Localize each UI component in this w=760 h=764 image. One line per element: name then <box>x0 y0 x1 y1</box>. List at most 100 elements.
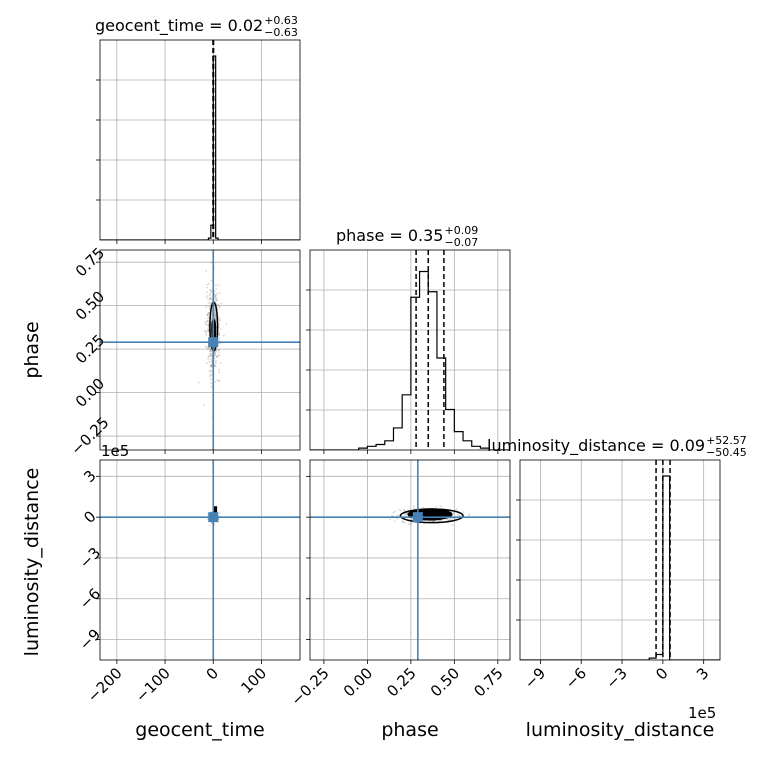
scatter-point <box>217 354 220 356</box>
scatter-point <box>210 361 213 363</box>
scatter-point <box>403 509 406 512</box>
scatter-point <box>209 354 212 357</box>
scatter-point <box>207 356 210 358</box>
scatter-point <box>218 368 220 371</box>
scatter-point <box>210 370 213 372</box>
scatter-point <box>209 348 212 351</box>
injection-marker <box>208 512 219 523</box>
scatter-point <box>206 346 208 349</box>
scatter-point <box>402 521 404 524</box>
scatter-point <box>393 520 396 523</box>
panel-phase-vs-geocent_time <box>100 250 300 450</box>
scatter-point <box>207 357 210 360</box>
scatter-point <box>206 320 209 323</box>
scatter-point <box>219 319 222 322</box>
scatter-point <box>205 295 208 297</box>
scatter-point <box>218 512 221 515</box>
scatter-point <box>210 385 213 388</box>
scatter-point <box>217 349 220 351</box>
y-tick-label: 0.25 <box>72 331 108 367</box>
title-main: luminosity_distance = 0.09 <box>487 436 705 456</box>
y-axis-label-luminosity_distance: luminosity_distance <box>21 468 43 657</box>
scatter-point <box>207 282 210 285</box>
scatter-point <box>211 363 213 366</box>
scatter-point <box>209 371 212 373</box>
scatter-point <box>207 301 210 304</box>
panel-frame <box>309 249 511 451</box>
histogram-step-luminosity_distance <box>520 475 720 660</box>
scatter-point <box>209 354 212 357</box>
scatter-point <box>218 371 221 373</box>
scatter-point <box>455 508 458 511</box>
y-axis-label-phase: phase <box>21 321 43 378</box>
scatter-point <box>214 298 217 300</box>
scatter-point <box>447 519 449 521</box>
y-offset-label: 1e5 <box>101 442 129 460</box>
scatter-point <box>206 297 209 300</box>
scatter-point <box>208 298 211 301</box>
scatter-point <box>209 349 212 352</box>
scatter-point <box>401 520 404 523</box>
scatter-point <box>210 279 213 282</box>
scatter-point <box>225 322 228 325</box>
scatter-point <box>462 511 465 514</box>
panel-title-geocent_time: geocent_time = 0.02 +0.63−0.63 <box>95 14 298 39</box>
scatter-point <box>205 362 208 365</box>
scatter-point <box>214 300 217 303</box>
scatter-point <box>410 518 413 521</box>
scatter-point <box>204 345 207 348</box>
grid-layer <box>100 40 720 660</box>
x-offset-label: 1e5 <box>688 704 716 722</box>
scatter-point <box>439 505 442 507</box>
x-tick-label: −9 <box>521 664 549 692</box>
scatter-point <box>218 354 221 357</box>
scatter-point <box>218 306 221 308</box>
x-tick-label: 100 <box>237 664 270 697</box>
scatter-point <box>214 295 217 298</box>
scatter-point <box>396 514 399 517</box>
title-plus: +52.57 <box>706 434 747 447</box>
density-core <box>213 506 218 518</box>
scatter-point <box>215 299 218 302</box>
scatter-point <box>218 326 220 329</box>
scatter-point <box>216 355 218 357</box>
scatter-point <box>218 331 221 334</box>
scatter-point <box>206 313 209 316</box>
scatter-point <box>209 365 212 368</box>
scatter-point <box>218 317 221 320</box>
panel-title-luminosity_distance: luminosity_distance = 0.09 +52.57−50.45 <box>487 434 747 459</box>
scatter-point <box>209 288 212 291</box>
histogram-phase <box>310 250 510 450</box>
scatter-point <box>206 314 209 317</box>
scatter-point <box>405 512 408 515</box>
scatter-point <box>213 357 216 360</box>
scatter-point <box>210 522 213 524</box>
scatter-point <box>394 510 397 513</box>
scatter-point <box>412 505 415 508</box>
scatter-point <box>217 303 220 306</box>
scatter-point <box>453 517 455 520</box>
scatter-point <box>208 308 211 311</box>
scatter-point <box>207 323 210 325</box>
scatter-point <box>205 270 208 272</box>
scatter-point <box>210 366 213 368</box>
scatter-point <box>216 299 218 302</box>
text-layer: −200 −100 0 100 −0.25 0.00 0.25 0.50 0.75 −9 −6 −3 0… <box>21 14 747 741</box>
scatter-point <box>389 518 392 521</box>
scatter-point <box>216 292 219 295</box>
scatter-point <box>203 403 206 406</box>
scatter-point <box>208 294 211 296</box>
scatter-point <box>456 513 459 516</box>
x-tick-label: 3 <box>693 664 712 683</box>
x-axis-label-phase: phase <box>381 719 438 741</box>
scatter-point <box>208 360 210 363</box>
scatter-point <box>209 297 212 300</box>
scatter-point <box>206 283 208 286</box>
scatter-point <box>215 360 217 363</box>
scatter-point <box>214 365 217 368</box>
scatter-point <box>209 349 212 351</box>
scatter-point <box>209 364 212 367</box>
scatter-point <box>209 302 212 304</box>
title-minus: −50.45 <box>706 446 747 459</box>
scatter-point <box>218 305 221 308</box>
